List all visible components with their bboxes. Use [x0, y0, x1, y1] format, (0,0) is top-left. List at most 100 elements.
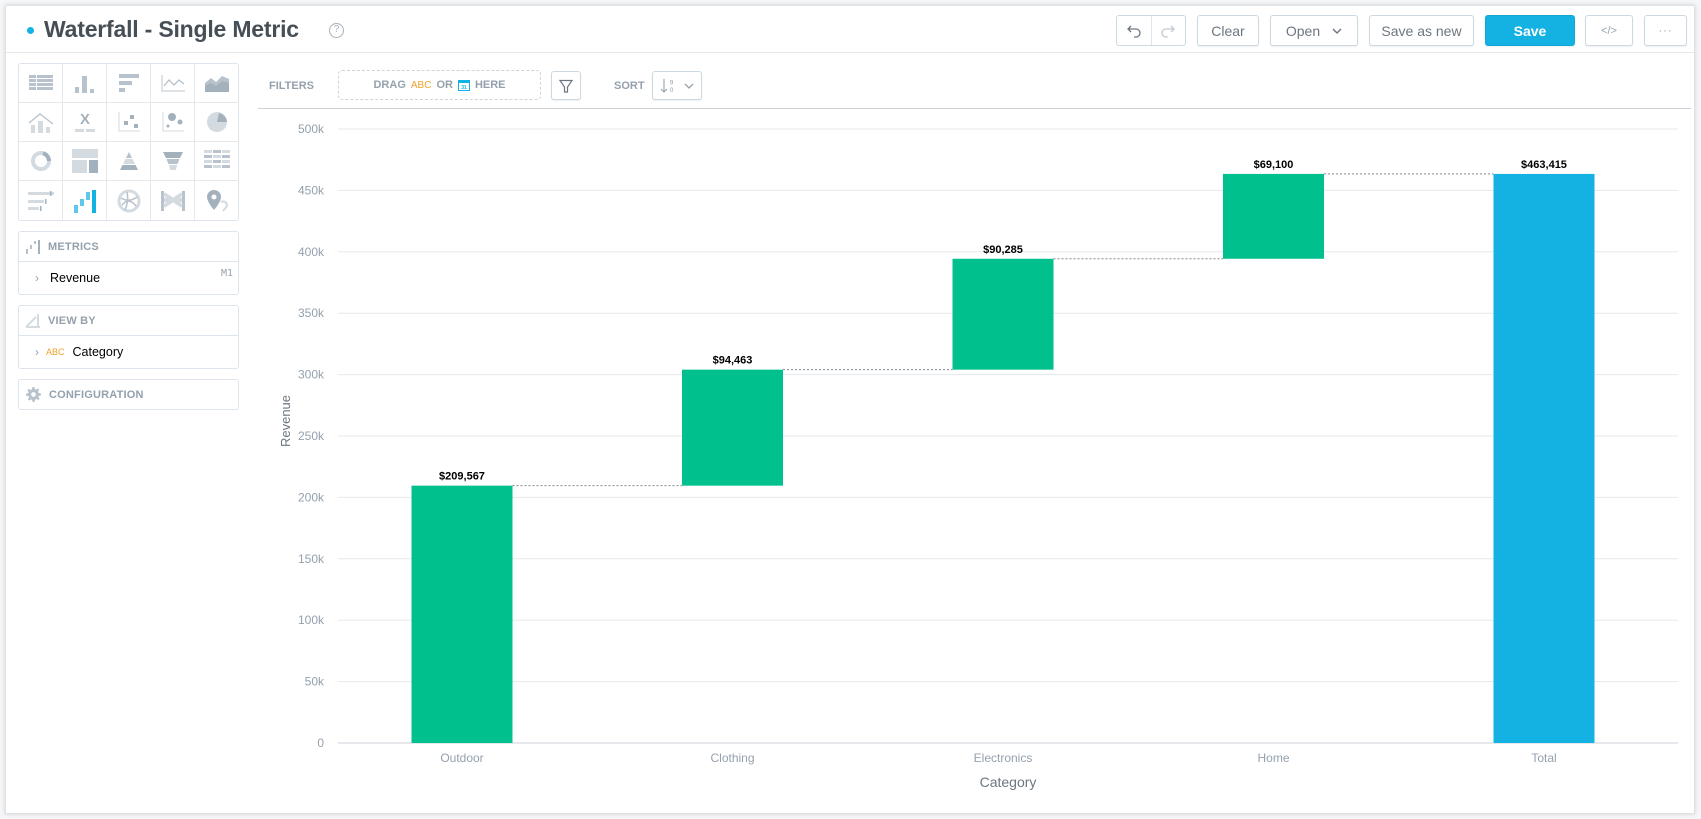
- vis-waterfall[interactable]: [63, 181, 107, 220]
- view-by-panel: VIEW BY › ABC Category: [18, 305, 239, 369]
- vis-line[interactable]: [151, 64, 195, 103]
- y-tick-label: 200k: [298, 490, 325, 504]
- data-label: $94,463: [713, 355, 753, 367]
- waterfall-chart: 0 50k 100k 150k 200k 250k 300k 350k 400k 450k 500k…: [258, 114, 1691, 814]
- vis-column[interactable]: [63, 64, 107, 103]
- undo-redo-group: [1116, 15, 1186, 46]
- headline-icon: X: [74, 111, 95, 132]
- gear-icon: [26, 387, 41, 402]
- visualization-type-picker: X: [18, 63, 239, 221]
- bar-chart-icon: [118, 74, 139, 92]
- x-tick-label: Home: [1257, 751, 1289, 765]
- table-icon: [28, 75, 53, 90]
- chevron-down-icon: [1332, 28, 1342, 34]
- vis-pie[interactable]: [195, 103, 239, 142]
- sidebar: X METRICS › Revenue M1: [18, 63, 239, 410]
- funnel-icon: [162, 152, 183, 170]
- y-tick-label: 350k: [298, 306, 325, 320]
- data-label: $463,415: [1521, 159, 1567, 171]
- save-as-new-button[interactable]: Save as new: [1369, 15, 1474, 46]
- attribute-type-icon: ABC: [46, 347, 65, 357]
- vis-sankey[interactable]: [151, 181, 195, 220]
- waterfall-bar[interactable]: [952, 258, 1054, 370]
- sankey-chart-icon: [160, 190, 185, 211]
- pyramid-icon: [119, 152, 138, 170]
- drop-zone-here-text: HERE: [474, 79, 506, 91]
- filter-drop-zone[interactable]: DRAG ABC OR 31 HERE: [338, 70, 541, 100]
- y-tick-label: 100k: [298, 613, 325, 627]
- view-by-icon: [26, 313, 40, 328]
- metric-item-revenue[interactable]: › Revenue M1: [19, 261, 238, 294]
- app-window: Waterfall - Single Metric ? Clear Open S…: [5, 5, 1695, 814]
- metrics-panel: METRICS › Revenue M1: [18, 231, 239, 295]
- vis-bar[interactable]: [107, 64, 151, 103]
- vis-combo[interactable]: [19, 103, 63, 142]
- column-chart-icon: [74, 76, 94, 93]
- y-tick-label: 450k: [298, 183, 325, 197]
- embed-code-button[interactable]: </>: [1585, 15, 1633, 46]
- vis-bubble[interactable]: [151, 103, 195, 142]
- waterfall-bar[interactable]: [1493, 173, 1595, 743]
- pie-chart-icon: [207, 112, 227, 132]
- line-chart-icon: [160, 75, 185, 92]
- svg-text:9: 9: [670, 79, 674, 86]
- combo-chart-icon: [28, 113, 53, 133]
- chart-canvas: 0 50k 100k 150k 200k 250k 300k 350k 400k 450k 500k…: [278, 122, 1678, 790]
- y-tick-label: 500k: [298, 122, 325, 136]
- metrics-label: METRICS: [48, 240, 99, 253]
- waterfall-bar[interactable]: [682, 369, 783, 486]
- page-title[interactable]: Waterfall - Single Metric: [44, 16, 299, 42]
- drop-zone-or-text: OR: [436, 79, 453, 91]
- clear-button[interactable]: Clear: [1197, 15, 1259, 46]
- vis-donut[interactable]: [19, 142, 63, 181]
- waterfall-bar[interactable]: [1223, 173, 1324, 259]
- attribute-name: Category: [72, 345, 124, 359]
- vis-treemap[interactable]: [63, 142, 107, 181]
- data-label: $69,100: [1254, 159, 1294, 171]
- view-by-label: VIEW BY: [48, 314, 96, 327]
- x-tick-label: Outdoor: [440, 751, 483, 765]
- configuration-label: CONFIGURATION: [49, 388, 144, 401]
- data-label: $90,285: [983, 244, 1023, 256]
- vis-dependency-wheel[interactable]: [107, 181, 151, 220]
- open-button[interactable]: Open: [1270, 15, 1358, 46]
- treemap-icon: [71, 149, 98, 173]
- vis-headline[interactable]: X: [63, 103, 107, 142]
- filter-button[interactable]: [551, 71, 581, 100]
- more-options-button[interactable]: ···: [1644, 15, 1687, 46]
- vis-area[interactable]: [195, 64, 239, 103]
- bullet-chart-icon: [27, 190, 54, 211]
- y-tick-label: 400k: [298, 245, 325, 259]
- filters-label: FILTERS: [269, 80, 315, 92]
- y-tick-label: 250k: [298, 429, 325, 443]
- vis-pyramid[interactable]: [107, 142, 151, 181]
- view-by-item-category[interactable]: › ABC Category: [19, 335, 238, 368]
- vis-heatmap[interactable]: [195, 142, 239, 181]
- chevron-right-icon: ›: [35, 271, 39, 285]
- header: Waterfall - Single Metric ? Clear Open S…: [6, 6, 1694, 53]
- y-tick-label: 300k: [298, 368, 325, 382]
- waterfall-chart-icon: [73, 189, 96, 213]
- data-label: $209,567: [439, 471, 485, 483]
- redo-button[interactable]: [1152, 16, 1186, 45]
- calendar-icon: 31: [457, 80, 470, 91]
- vis-geo-pushpin[interactable]: [195, 181, 239, 220]
- vis-bullet[interactable]: [19, 181, 63, 220]
- vis-funnel[interactable]: [151, 142, 195, 181]
- drop-zone-drag-text: DRAG: [373, 79, 406, 91]
- question-circle-icon[interactable]: ?: [329, 23, 344, 38]
- waterfall-bar[interactable]: [411, 485, 513, 743]
- x-axis-title: Category: [980, 774, 1037, 790]
- redo-icon: [1161, 25, 1176, 38]
- vis-table[interactable]: [19, 64, 63, 103]
- vis-scatter[interactable]: [107, 103, 151, 142]
- undo-button[interactable]: [1117, 16, 1152, 45]
- metric-tag: M1: [220, 268, 233, 279]
- scatter-plot-icon: [117, 112, 140, 132]
- chevron-down-icon: [684, 83, 694, 89]
- map-pin-icon: [207, 189, 229, 212]
- save-button[interactable]: Save: [1485, 15, 1575, 46]
- configuration-panel[interactable]: CONFIGURATION: [18, 379, 239, 410]
